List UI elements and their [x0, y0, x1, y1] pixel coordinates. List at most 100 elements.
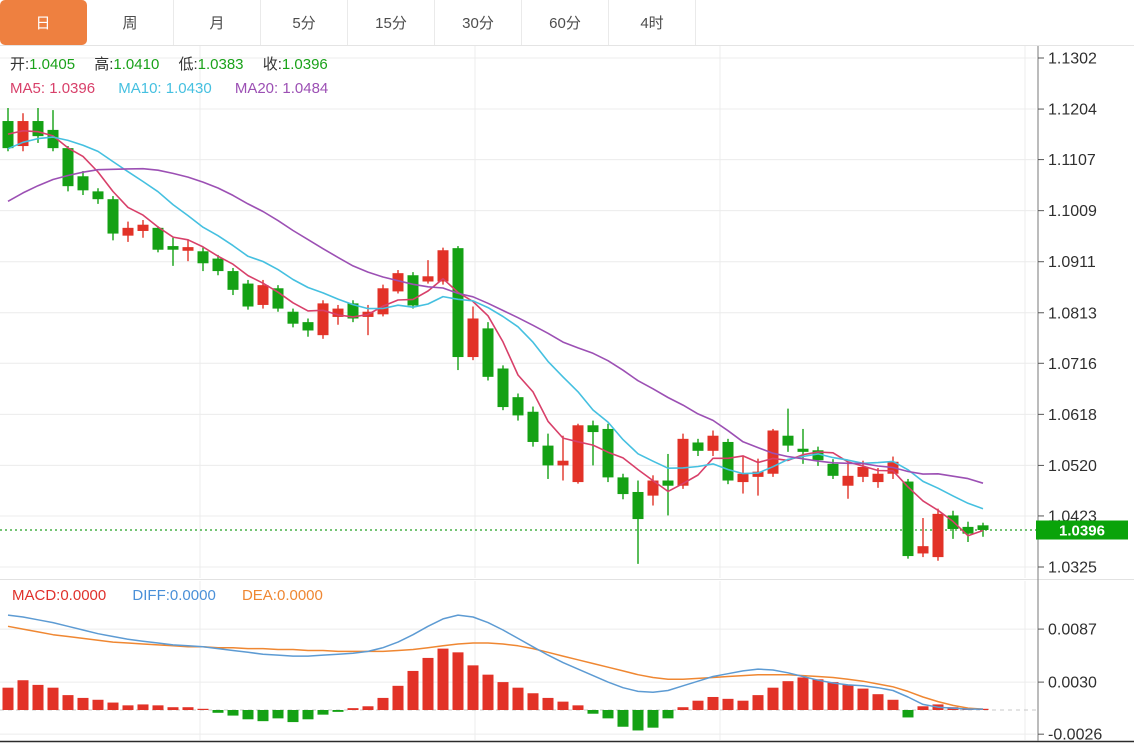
tab-4hour-label: 4时 [640, 15, 664, 32]
candle-body [92, 191, 104, 200]
candle-body [467, 318, 479, 358]
macd-bar [122, 705, 134, 710]
tab-4hour[interactable]: 4时 [609, 0, 696, 45]
macd-bar [92, 699, 104, 710]
candle-body [302, 322, 314, 331]
macd-bar [842, 684, 854, 710]
macd-bar [707, 696, 719, 710]
candle-body [557, 460, 569, 466]
macd-bar [407, 670, 419, 710]
tab-day[interactable]: 日 [0, 0, 87, 45]
ma5-line [7, 130, 984, 537]
macd-bar [2, 687, 14, 710]
macd-histogram [2, 648, 989, 731]
candle-body [647, 480, 659, 496]
macd-bar [782, 681, 794, 710]
macd-bar [287, 710, 299, 723]
candle-body [62, 148, 74, 187]
candle-body [797, 448, 809, 452]
tab-month[interactable]: 月 [174, 0, 261, 45]
macd-bar [32, 684, 44, 710]
open-value: 1.0405 [29, 56, 76, 73]
candle-body [107, 199, 119, 234]
ohlc-info-bar: 开:1.0405 高:1.0410 低:1.0383 收:1.0396 [10, 53, 343, 74]
price-tick-label: 1.1009 [1048, 203, 1097, 220]
tab-week[interactable]: 周 [87, 0, 174, 45]
macd-bar [77, 697, 89, 710]
macd-bar [767, 687, 779, 710]
ma-info-bar: MA5: 1.0396 MA10: 1.0430 MA20: 1.0484 [10, 80, 347, 97]
tab-5min-label: 5分 [292, 15, 316, 32]
last-price-badge-value: 1.0396 [1059, 523, 1105, 540]
candle-body [392, 273, 404, 292]
candle-body [167, 246, 179, 250]
candle-body [2, 121, 14, 149]
candle-body [512, 397, 524, 416]
candle-body [197, 251, 209, 264]
tab-15min[interactable]: 15分 [348, 0, 435, 45]
tab-30min[interactable]: 30分 [435, 0, 522, 45]
candle-body [767, 430, 779, 474]
tab-5min[interactable]: 5分 [261, 0, 348, 45]
ma10-readout: MA10: 1.0430 [118, 80, 212, 97]
macd-bar [632, 710, 644, 731]
macd-bar [872, 694, 884, 710]
macd-bar [347, 708, 359, 710]
tab-month-label: 月 [209, 15, 225, 32]
tab-60min[interactable]: 60分 [522, 0, 609, 45]
price-tick-label: 1.0618 [1048, 407, 1097, 424]
price-tick-label: 1.1204 [1048, 102, 1097, 119]
tab-15min-label: 15分 [375, 15, 407, 32]
macd-bar [857, 688, 869, 710]
macd-bar [722, 698, 734, 710]
close-label: 收: [262, 56, 282, 73]
tabbar-spacer [696, 0, 1134, 45]
candle-body [932, 513, 944, 558]
diff-line [7, 614, 983, 710]
candle-body [692, 442, 704, 451]
macd-bar [557, 701, 569, 710]
candle-body [137, 224, 149, 231]
macd-bar [527, 693, 539, 710]
macd-bar [602, 710, 614, 719]
candle-body [482, 328, 494, 377]
candle-body [77, 176, 89, 191]
low-label: 低: [178, 56, 198, 73]
diff-readout: DIFF:0.0000 [132, 587, 216, 604]
macd-bar [422, 657, 434, 710]
dea-line [7, 625, 984, 710]
candle-body [47, 129, 59, 149]
candle-body [902, 481, 914, 557]
price-axis: 1.1302 1.1204 1.1107 1.1009 1.0911 1.0813 1.07… [1037, 45, 1102, 744]
macd-bar [797, 677, 809, 710]
candle-body [242, 283, 254, 307]
high-label: 高: [94, 56, 114, 73]
macd-info-bar: MACD:0.0000 DIFF:0.0000 DEA:0.0000 [12, 587, 323, 604]
candle-body [872, 473, 884, 483]
price-tick-label: 1.0813 [1048, 305, 1097, 322]
candle-body [32, 121, 44, 137]
candle-body [497, 368, 509, 408]
macd-bar [362, 706, 374, 710]
candle-body [812, 450, 824, 461]
candle-body [377, 288, 389, 315]
macd-tick-label: 0.0087 [1048, 622, 1097, 639]
macd-bar [647, 710, 659, 728]
candle-body [632, 491, 644, 520]
timeframe-tabbar: 日 周 月 5分 15分 30分 60分 4时 [0, 0, 1134, 46]
macd-bar [317, 710, 329, 715]
macd-bar [662, 710, 674, 719]
macd-bar [887, 699, 899, 710]
macd-bar [482, 674, 494, 710]
candle-body [182, 247, 194, 251]
macd-bar [392, 685, 404, 710]
tab-week-label: 周 [122, 15, 138, 32]
macd-bar [452, 652, 464, 710]
macd-bar [902, 710, 914, 718]
price-tick-label: 1.0325 [1048, 560, 1097, 577]
tab-day-label: 日 [35, 15, 51, 32]
candle-body [17, 121, 29, 147]
candle-body [287, 311, 299, 324]
